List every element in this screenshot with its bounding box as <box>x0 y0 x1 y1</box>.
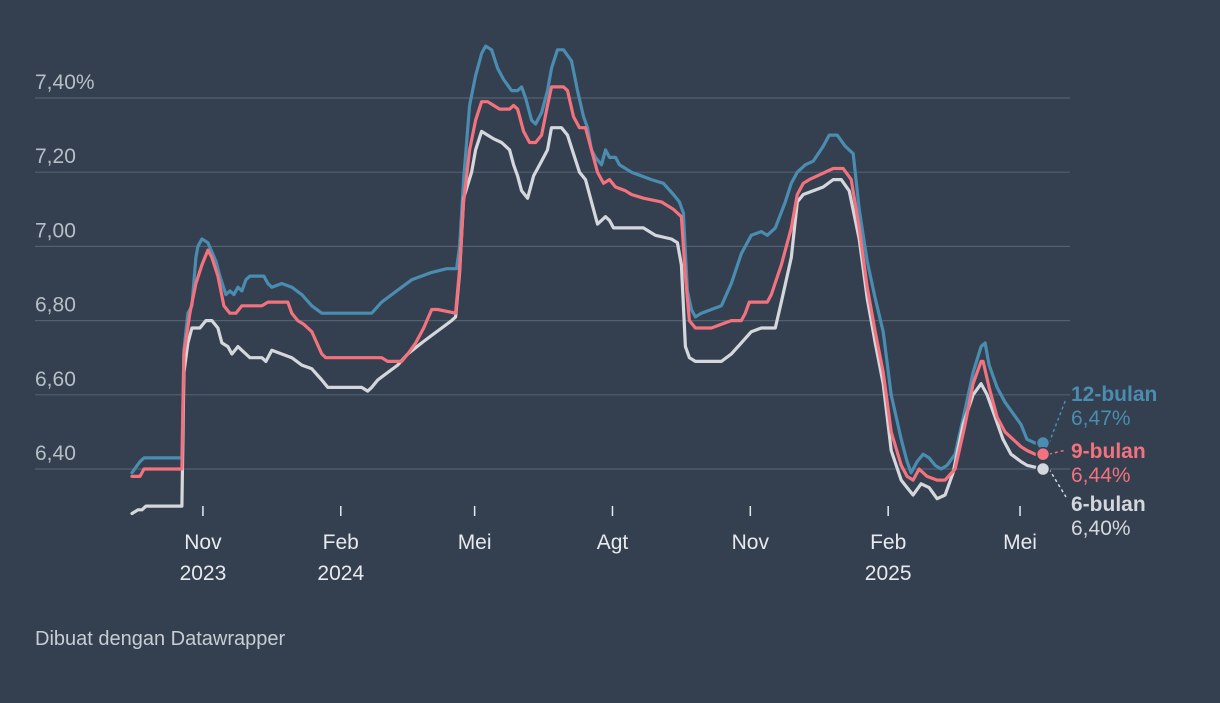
x-tick-year-label: 2023 <box>180 562 227 585</box>
y-axis-labels: 7,40% 7,20 7,00 6,80 6,60 6,40 <box>35 71 95 465</box>
y-tick-label: 7,00 <box>35 219 76 242</box>
leader-line-9-bulan <box>1048 449 1067 455</box>
end-dot-9-bulan <box>1035 446 1051 462</box>
series-lines <box>130 44 1045 516</box>
y-tick-label: 6,40 <box>35 442 76 465</box>
series-value-label: 6,44% <box>1071 464 1131 487</box>
x-tick-year-label: 2025 <box>865 562 912 585</box>
x-tick-year-label: 2024 <box>317 562 364 585</box>
y-tick-label: 7,20 <box>35 145 76 168</box>
y-tick-label: 6,80 <box>35 294 76 317</box>
y-tick-label: 6,60 <box>35 368 76 391</box>
x-tick-label: Agt <box>597 531 629 554</box>
leader-line-6-bulan <box>1048 468 1067 498</box>
leader-line-12-bulan <box>1048 398 1067 444</box>
series-name-label: 6-bulan <box>1071 493 1146 516</box>
y-tick-label: 7,40% <box>35 71 95 94</box>
series-name-label: 9-bulan <box>1071 440 1146 463</box>
series-value-label: 6,40% <box>1071 517 1131 540</box>
series-value-label: 6,47% <box>1071 407 1131 430</box>
series-line-6-bulan <box>130 126 1045 516</box>
x-tick-label: Nov <box>184 531 222 554</box>
credit-text: Dibuat dengan Datawrapper <box>35 628 286 650</box>
x-tick-label: Feb <box>870 531 906 554</box>
gridlines <box>35 97 1070 470</box>
x-tick-label: Nov <box>732 531 770 554</box>
end-dot-6-bulan <box>1035 461 1051 477</box>
x-tick-label: Mei <box>458 531 492 554</box>
x-tick-label: Mei <box>1003 531 1037 554</box>
series-line-9-bulan <box>130 85 1045 482</box>
series-line-12-bulan <box>130 44 1045 475</box>
series-name-label: 12-bulan <box>1071 383 1157 406</box>
x-axis: Nov 2023 Feb 2024 Mei Agt Nov Feb 2025 Mei <box>180 506 1037 585</box>
x-tick-label: Feb <box>323 531 359 554</box>
